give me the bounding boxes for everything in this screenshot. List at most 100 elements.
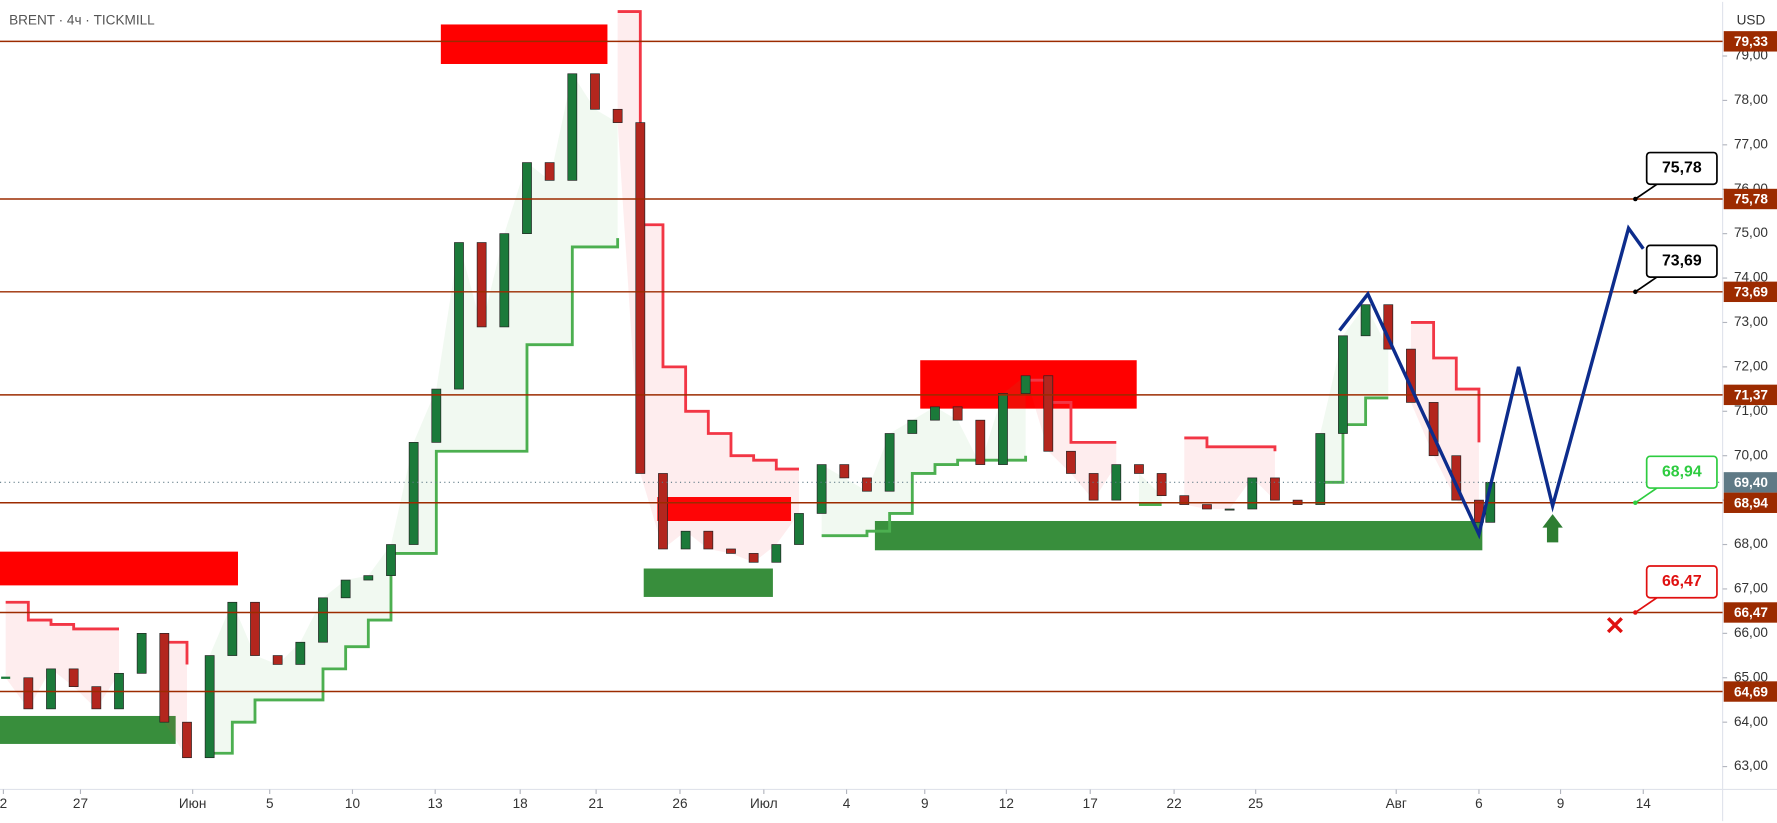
x-tick-label: 18 bbox=[513, 796, 528, 811]
candle-body bbox=[204, 655, 215, 759]
callout-label: 68,94 bbox=[1662, 463, 1702, 480]
level-label: 71,37 bbox=[1734, 388, 1768, 403]
level-label: 79,33 bbox=[1734, 34, 1768, 49]
candle-body bbox=[1247, 477, 1258, 510]
trend-fill bbox=[1138, 473, 1162, 505]
x-tick-label: 10 bbox=[345, 796, 361, 811]
candle-body bbox=[476, 242, 487, 328]
x-tick-label: 14 bbox=[1636, 796, 1652, 811]
x-tick-label: Июл bbox=[750, 796, 778, 811]
level-label-bg bbox=[1723, 31, 1777, 52]
forecast-line bbox=[1338, 224, 1645, 540]
candle-body bbox=[136, 633, 147, 674]
level-label-bg bbox=[1723, 681, 1777, 702]
y-tick-label: 66,00 bbox=[1734, 625, 1768, 640]
candle-body bbox=[612, 108, 623, 123]
trend-fill bbox=[209, 73, 618, 754]
x-tick-label: 6 bbox=[1475, 796, 1483, 811]
candle-body bbox=[1315, 433, 1326, 505]
callout-label: 66,47 bbox=[1662, 573, 1702, 590]
zone bbox=[643, 568, 773, 597]
callout-pointer bbox=[1634, 597, 1658, 614]
x-tick-label: 9 bbox=[1557, 796, 1565, 811]
candle-body bbox=[91, 686, 102, 710]
stop-cross bbox=[1606, 617, 1623, 634]
x-tick-label: 13 bbox=[428, 796, 443, 811]
candle-body bbox=[1066, 450, 1076, 474]
x-tick-label: 26 bbox=[672, 796, 687, 811]
callout-box bbox=[1645, 455, 1718, 489]
candle-body bbox=[1134, 464, 1144, 474]
candle-body bbox=[250, 601, 260, 656]
trend-fill bbox=[1410, 322, 1479, 523]
x-tick-label: 4 bbox=[843, 796, 851, 811]
trend-fill bbox=[821, 375, 1026, 536]
candle-body bbox=[23, 677, 34, 710]
currency-label: USD bbox=[1737, 13, 1766, 28]
candle-body bbox=[1043, 375, 1054, 452]
callout-box bbox=[1645, 565, 1718, 599]
candle-body bbox=[1111, 464, 1122, 501]
candle-body bbox=[408, 442, 419, 545]
level-label: 75,78 bbox=[1734, 192, 1768, 207]
candle-body bbox=[771, 544, 782, 563]
level-label-bg bbox=[1723, 188, 1777, 210]
callout-pointer bbox=[1634, 487, 1658, 504]
candle-body bbox=[703, 530, 714, 550]
y-tick-label: 77,00 bbox=[1734, 136, 1768, 151]
candle-body bbox=[1270, 477, 1280, 501]
y-tick-label: 72,00 bbox=[1734, 358, 1768, 373]
y-tick-label: 65,00 bbox=[1734, 669, 1768, 684]
trend-fill bbox=[164, 642, 187, 758]
callout-pointer bbox=[1634, 183, 1658, 200]
candle-body bbox=[794, 513, 804, 545]
trend-fill bbox=[617, 11, 799, 563]
y-tick-label: 71,00 bbox=[1734, 403, 1768, 418]
candle-body bbox=[907, 419, 918, 434]
x-tick-label: 5 bbox=[266, 796, 274, 811]
x-tick-label: 25 bbox=[1248, 796, 1263, 811]
candle-body bbox=[454, 242, 464, 390]
candle-body bbox=[726, 548, 736, 554]
candle-body bbox=[567, 73, 578, 181]
level-label: 66,47 bbox=[1734, 605, 1768, 620]
candle-body bbox=[590, 73, 600, 110]
candle-body bbox=[635, 122, 646, 474]
candle-body bbox=[340, 579, 351, 599]
candle-body bbox=[1360, 304, 1371, 337]
callout-box bbox=[1645, 244, 1718, 278]
callout-box bbox=[1645, 151, 1718, 186]
level-label-bg bbox=[1723, 384, 1777, 406]
candle-body bbox=[272, 655, 283, 665]
candle-body bbox=[862, 477, 872, 492]
candle-body bbox=[658, 473, 668, 550]
callout-pointer bbox=[1634, 276, 1658, 293]
y-tick-label: 75,00 bbox=[1734, 225, 1768, 240]
candle-body bbox=[748, 553, 759, 563]
last-price-label: 69,40 bbox=[1734, 475, 1768, 490]
trend-fill bbox=[1184, 437, 1275, 509]
x-tick-label: 17 bbox=[1083, 796, 1098, 811]
candle-body bbox=[295, 641, 306, 665]
x-tick-label: Авг bbox=[1386, 796, 1407, 811]
candle-body bbox=[318, 597, 328, 643]
candle-body bbox=[1202, 504, 1212, 510]
candle-body bbox=[884, 433, 895, 492]
candle-body bbox=[68, 668, 79, 687]
level-label-bg bbox=[1723, 602, 1777, 623]
level-label: 68,94 bbox=[1734, 496, 1768, 511]
level-label: 64,69 bbox=[1734, 684, 1768, 699]
y-tick-label: 64,00 bbox=[1734, 714, 1768, 729]
candle-body bbox=[46, 668, 56, 710]
y-tick-label: 63,00 bbox=[1734, 758, 1768, 773]
callout-label: 75,78 bbox=[1662, 160, 1702, 177]
chart-title: BRENT · 4ч · TICKMILL bbox=[9, 13, 155, 28]
candle-body bbox=[975, 419, 986, 465]
y-tick-label: 70,00 bbox=[1734, 447, 1768, 462]
y-tick-label: 67,00 bbox=[1734, 581, 1768, 596]
candle-body bbox=[386, 544, 396, 576]
callout-label: 73,69 bbox=[1662, 252, 1702, 269]
candle-body bbox=[227, 601, 238, 656]
